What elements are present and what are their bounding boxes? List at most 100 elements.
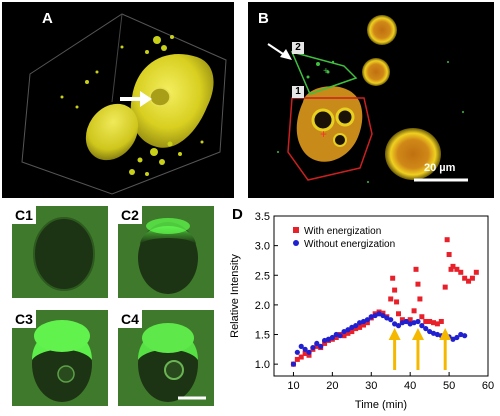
panel-c1-label: C1 bbox=[12, 206, 36, 224]
panel-d: D 10 20 30 40 50 60 1.0 1.5 2.0 2.5 3.0 3.5 Relativ… bbox=[226, 202, 498, 414]
data-point-with-energization bbox=[450, 263, 456, 269]
data-point-with-energization bbox=[442, 284, 448, 290]
data-point-with-energization bbox=[306, 352, 312, 358]
y-tick-label: 2.5 bbox=[255, 270, 270, 282]
panel-c1-image bbox=[33, 217, 95, 291]
panel-b-label: B bbox=[258, 10, 269, 27]
data-point-with-energization bbox=[333, 334, 339, 340]
panel-c3: C3 bbox=[12, 310, 108, 406]
roi-1-outline bbox=[287, 97, 373, 181]
data-point-without-energization bbox=[353, 323, 359, 329]
data-point-without-energization bbox=[310, 344, 316, 351]
data-point-with-energization bbox=[322, 340, 328, 346]
relative-intensity-chart: 10 20 30 40 50 60 1.0 1.5 2.0 2.5 3.0 3.5 Relative … bbox=[229, 211, 494, 411]
up-arrow-icon bbox=[411, 328, 424, 340]
x-tick-label: 50 bbox=[443, 380, 455, 392]
data-point-without-energization bbox=[395, 323, 402, 329]
large-cell bbox=[130, 53, 214, 148]
y-axis-label: Relative Intensity bbox=[229, 254, 241, 338]
data-point-without-energization bbox=[325, 336, 332, 342]
cell-top bbox=[367, 15, 397, 45]
data-point-without-energization bbox=[329, 334, 335, 341]
data-point-without-energization bbox=[372, 312, 378, 319]
data-point-with-energization bbox=[417, 296, 423, 302]
data-point-with-energization bbox=[294, 356, 300, 362]
legend-marker-with-energization bbox=[293, 227, 299, 233]
data-point-without-energization bbox=[462, 333, 468, 339]
data-point-with-energization bbox=[448, 266, 454, 272]
y-tick-label: 1.5 bbox=[255, 330, 270, 342]
plot-frame bbox=[273, 215, 489, 377]
data-point-with-energization bbox=[360, 322, 366, 328]
data-point-without-energization bbox=[419, 323, 425, 329]
data-point-with-energization bbox=[399, 317, 405, 323]
small-cell bbox=[85, 103, 139, 161]
data-point-with-energization bbox=[407, 317, 413, 323]
data-point-without-energization bbox=[306, 349, 312, 355]
x-tick-label: 40 bbox=[404, 380, 416, 392]
data-point-with-energization bbox=[431, 320, 437, 326]
svg-text:+: + bbox=[323, 66, 329, 77]
data-point-with-energization bbox=[357, 324, 363, 330]
data-point-with-energization bbox=[423, 318, 429, 324]
data-point-without-energization bbox=[423, 325, 429, 332]
roi-2-outline bbox=[290, 50, 358, 95]
data-point-without-energization bbox=[376, 311, 382, 317]
nucleus-pit bbox=[149, 87, 171, 107]
up-arrow-icon bbox=[388, 328, 401, 340]
panel-c1: C1 bbox=[12, 206, 108, 298]
data-point-without-energization bbox=[415, 318, 421, 325]
data-point-without-energization bbox=[302, 346, 308, 352]
panel-c4-label: C4 bbox=[118, 310, 142, 328]
panel-d-label: D bbox=[232, 206, 243, 223]
panel-c2: C2 bbox=[118, 206, 214, 298]
data-point-without-energization bbox=[298, 343, 304, 349]
y-tick-label: 1.0 bbox=[255, 359, 270, 371]
data-point-with-energization bbox=[314, 343, 320, 349]
panel-a: A bbox=[2, 2, 234, 198]
data-point-with-energization bbox=[345, 330, 351, 336]
data-point-without-energization bbox=[364, 317, 370, 323]
data-point-with-energization bbox=[419, 314, 425, 320]
data-point-with-energization bbox=[466, 278, 472, 284]
data-point-with-energization bbox=[444, 237, 450, 243]
data-point-without-energization bbox=[454, 334, 460, 341]
data-point-without-energization bbox=[380, 312, 386, 319]
arrow-icon bbox=[120, 91, 152, 107]
panel-a-label: A bbox=[42, 10, 53, 27]
arrow-icon bbox=[267, 43, 292, 60]
data-point-with-energization bbox=[394, 299, 400, 305]
data-point-without-energization bbox=[392, 321, 398, 327]
data-point-without-energization bbox=[318, 343, 324, 349]
data-point-without-energization bbox=[450, 336, 456, 342]
scale-bar-label: 20 µm bbox=[424, 162, 456, 174]
data-point-with-energization bbox=[413, 266, 419, 272]
data-point-without-energization bbox=[349, 324, 355, 331]
y-tick-label: 3.0 bbox=[255, 241, 270, 253]
legend-label: With energization bbox=[304, 226, 381, 237]
data-point-with-energization bbox=[353, 326, 359, 332]
x-axis-label: Time (min) bbox=[355, 399, 407, 411]
data-point-with-energization bbox=[396, 311, 402, 317]
y-tick-label: 2.0 bbox=[255, 300, 270, 312]
panel-c4-image bbox=[138, 323, 206, 402]
y-tick-label: 3.5 bbox=[255, 211, 270, 223]
data-point-with-energization bbox=[411, 308, 417, 314]
data-point-with-energization bbox=[415, 281, 421, 287]
panel-b: + + B 2 1 20 µm bbox=[248, 2, 494, 198]
data-point-without-energization bbox=[388, 317, 394, 323]
data-point-without-energization bbox=[314, 340, 320, 347]
data-point-with-energization bbox=[462, 275, 468, 281]
x-tick-label: 30 bbox=[365, 380, 377, 392]
panel-c2-label: C2 bbox=[118, 206, 142, 224]
x-tick-label: 10 bbox=[287, 380, 299, 392]
panel-c3-image bbox=[32, 320, 92, 402]
data-point-with-energization bbox=[298, 354, 304, 360]
panel-c4: C4 bbox=[118, 310, 214, 406]
legend-marker-without-energization bbox=[293, 240, 299, 246]
cell-mid bbox=[362, 58, 390, 86]
data-point-with-energization bbox=[388, 296, 394, 302]
data-point-with-energization bbox=[469, 275, 475, 281]
data-point-without-energization bbox=[294, 349, 300, 355]
data-point-with-energization bbox=[302, 350, 308, 356]
